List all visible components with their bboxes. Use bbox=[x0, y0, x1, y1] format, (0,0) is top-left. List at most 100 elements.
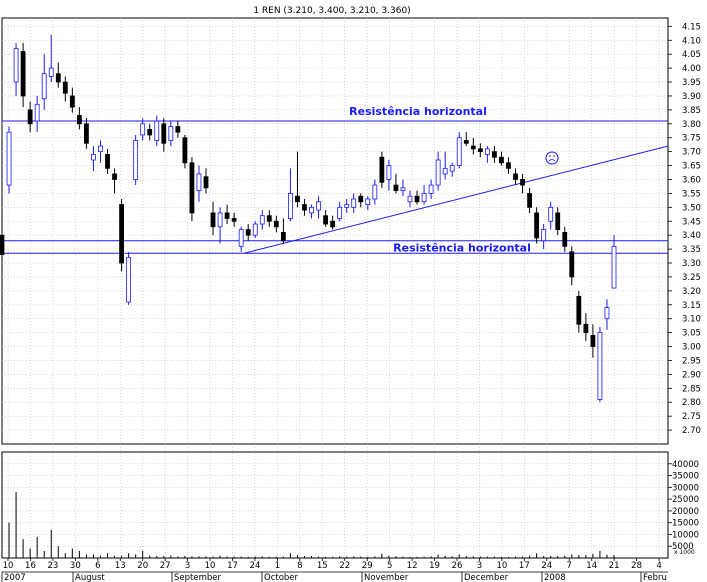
y-tick-label: 3.70 bbox=[682, 148, 701, 158]
candle-down bbox=[506, 162, 511, 169]
candle-up bbox=[48, 67, 54, 77]
candle-down bbox=[182, 137, 188, 164]
candle-up bbox=[541, 229, 547, 242]
candle-up bbox=[252, 223, 258, 236]
y-tick-label: 3.40 bbox=[682, 231, 701, 241]
x-month-label: September bbox=[174, 573, 221, 582]
y-tick-label: 3.80 bbox=[682, 120, 701, 130]
candle-down bbox=[266, 215, 272, 222]
candle-up bbox=[372, 184, 378, 200]
candle-down bbox=[414, 195, 420, 203]
y-tick-label: 3.20 bbox=[682, 287, 701, 297]
y-tick-label: 4.00 bbox=[682, 64, 701, 74]
candle-down bbox=[55, 73, 61, 83]
candle-up bbox=[13, 48, 19, 83]
candle-down bbox=[62, 81, 68, 94]
x-month-label: August bbox=[75, 573, 105, 582]
x-day-label: 17 bbox=[227, 561, 238, 571]
candle-down bbox=[20, 51, 26, 97]
x-day-label: 5 bbox=[387, 561, 392, 571]
candle-down bbox=[358, 195, 364, 203]
volume-unit-label: x 1000 bbox=[674, 549, 695, 556]
volume-tick-label: 35000 bbox=[672, 472, 699, 482]
candle-down bbox=[562, 231, 568, 247]
candle-down bbox=[203, 176, 209, 189]
resistance-label-upper: Resistência horizontal bbox=[349, 105, 487, 118]
candle-up bbox=[309, 206, 314, 214]
candle-down bbox=[477, 148, 483, 153]
y-tick-label: 3.35 bbox=[682, 245, 701, 255]
volume-tick-label: 20000 bbox=[672, 507, 699, 517]
x-day-label: 22 bbox=[339, 561, 350, 571]
y-tick-label: 2.80 bbox=[682, 398, 701, 408]
x-day-label: 7 bbox=[567, 561, 572, 571]
candle-up bbox=[400, 187, 406, 192]
y-tick-label: 4.15 bbox=[682, 22, 701, 32]
candle-down bbox=[295, 195, 300, 203]
x-day-label: 12 bbox=[407, 561, 418, 571]
candle-up bbox=[597, 332, 603, 400]
y-tick-label: 3.50 bbox=[682, 203, 701, 213]
x-day-label: 17 bbox=[519, 561, 530, 571]
x-day-label: 20 bbox=[137, 561, 148, 571]
candle-down bbox=[513, 173, 518, 180]
candle-down bbox=[119, 204, 124, 264]
candle-up bbox=[126, 257, 132, 303]
candle-up bbox=[140, 123, 146, 136]
candle-up bbox=[351, 198, 357, 208]
volume-tick-label: 25000 bbox=[672, 495, 699, 505]
candle-down bbox=[527, 193, 532, 208]
candle-up bbox=[6, 131, 12, 186]
candle-up bbox=[337, 206, 343, 219]
sad-face-eye-left bbox=[549, 155, 551, 157]
candle-down bbox=[69, 95, 75, 108]
candle-down bbox=[105, 154, 110, 169]
candle-down bbox=[534, 212, 540, 239]
y-tick-label: 3.05 bbox=[682, 329, 701, 339]
candle-down bbox=[189, 162, 195, 214]
x-day-label: 15 bbox=[317, 561, 328, 571]
chart-title: 1 REN (3.210, 3.400, 3.210, 3.360) bbox=[253, 6, 410, 16]
x-day-label: 1 bbox=[275, 561, 280, 571]
candle-up bbox=[365, 198, 371, 205]
candle-up bbox=[91, 154, 96, 161]
candle-down bbox=[210, 212, 216, 228]
candle-down bbox=[499, 156, 504, 164]
candle-up bbox=[217, 212, 223, 228]
candle-up bbox=[196, 173, 202, 192]
y-tick-label: 3.95 bbox=[682, 78, 701, 88]
x-month-label: 2008 bbox=[544, 573, 566, 582]
candle-down bbox=[463, 140, 469, 144]
candle-down bbox=[112, 173, 117, 180]
y-tick-label: 3.15 bbox=[682, 301, 701, 311]
x-day-label: 13 bbox=[115, 561, 126, 571]
candle-down bbox=[280, 231, 286, 242]
candle-up bbox=[456, 137, 462, 166]
y-tick-label: 3.60 bbox=[682, 175, 701, 185]
candle-up bbox=[316, 201, 321, 211]
y-tick-label: 4.05 bbox=[682, 50, 701, 60]
candle-down bbox=[231, 218, 237, 222]
y-tick-label: 3.30 bbox=[682, 259, 701, 269]
sad-face-eye-right bbox=[553, 155, 555, 157]
candle-down bbox=[273, 220, 279, 228]
x-day-label: 4 bbox=[656, 561, 661, 571]
candle-up bbox=[133, 140, 139, 180]
candle-up bbox=[34, 103, 40, 122]
volume-tick-label: 5000 bbox=[672, 542, 694, 552]
x-day-label: 6 bbox=[95, 561, 100, 571]
sad-face-icon bbox=[545, 151, 559, 165]
x-month-label: October bbox=[264, 573, 299, 582]
candle-up bbox=[407, 195, 413, 203]
y-tick-label: 3.55 bbox=[682, 189, 701, 199]
y-tick-label: 3.90 bbox=[682, 92, 701, 102]
candle-down bbox=[27, 109, 33, 125]
candle-down bbox=[302, 204, 307, 211]
candle-down bbox=[161, 123, 167, 144]
y-tick-label: 3.65 bbox=[682, 162, 701, 172]
candle-up bbox=[154, 120, 160, 141]
candle-down bbox=[520, 179, 525, 186]
candle-up bbox=[548, 206, 554, 222]
candle-down bbox=[330, 220, 336, 228]
